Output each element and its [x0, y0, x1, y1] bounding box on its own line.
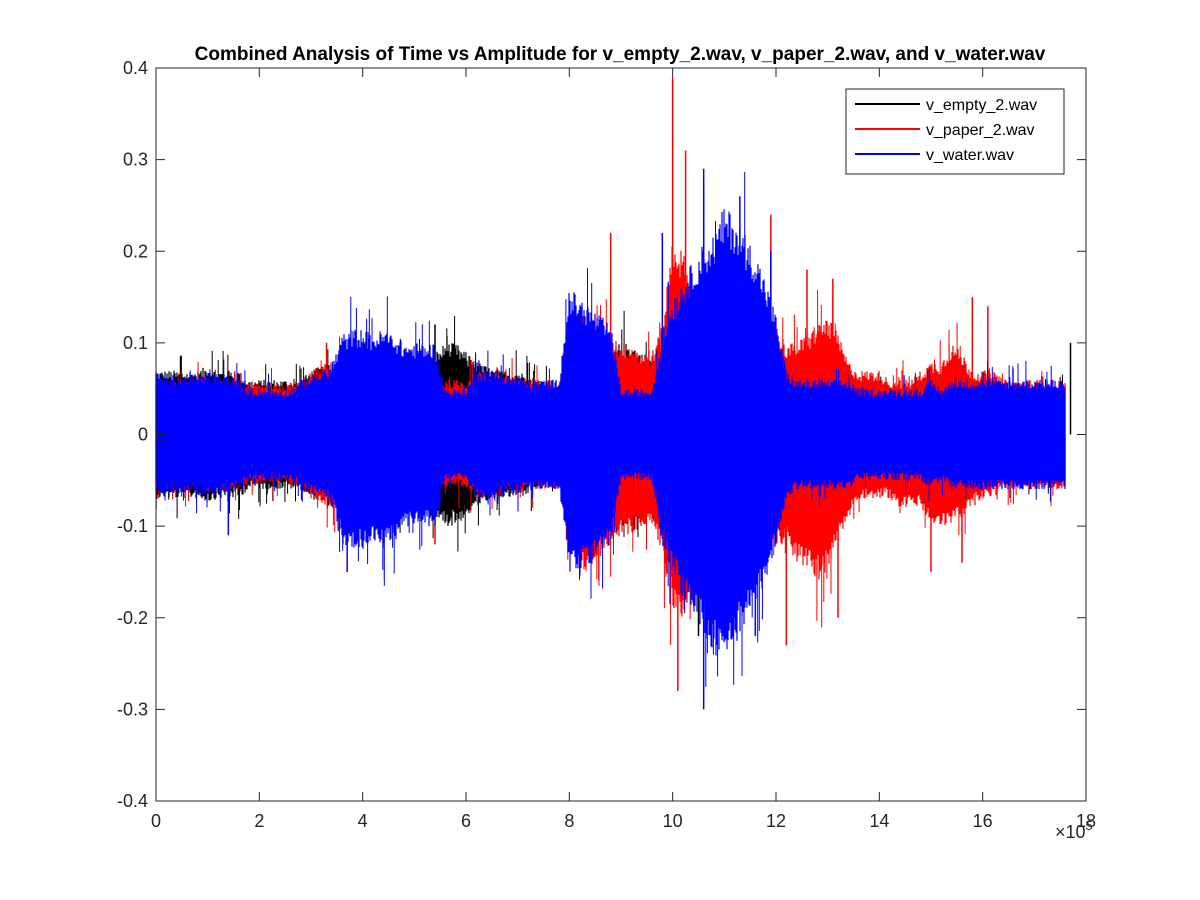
x-axis-exponent: ×105 [1055, 818, 1093, 842]
x-exponent-power: 5 [1086, 818, 1093, 833]
y-tick-label: 0.2 [123, 241, 148, 261]
legend-entry: v_paper_2.wav [855, 122, 1035, 139]
x-tick-label: 0 [151, 811, 161, 831]
series-layer [155, 77, 1072, 710]
series-v-water-wav [155, 168, 1066, 710]
x-axis-ticks: 0 2 4 6 8 10 12 14 16 18 [151, 68, 1096, 831]
legend-entry: v_water.wav [855, 147, 1014, 164]
y-tick-label: 0.1 [123, 333, 148, 353]
chart-title: Combined Analysis of Time vs Amplitude f… [195, 44, 1046, 65]
legend: v_empty_2.wav v_paper_2.wav v_water.wav [845, 88, 1065, 175]
legend-label: v_water.wav [926, 147, 1014, 164]
x-tick-label: 2 [254, 811, 264, 831]
y-tick-label: -0.4 [117, 791, 148, 811]
x-tick-label: 18 [1076, 811, 1096, 831]
y-tick-label: -0.1 [117, 516, 148, 536]
legend-entry: v_empty_2.wav [855, 97, 1037, 114]
x-tick-label: 16 [973, 811, 993, 831]
y-tick-label: -0.2 [117, 608, 148, 628]
legend-label: v_empty_2.wav [926, 97, 1037, 114]
svg-text:×105: ×105 [1055, 818, 1093, 842]
y-tick-label: 0.4 [123, 58, 148, 78]
x-tick-label: 12 [766, 811, 786, 831]
y-tick-label: 0 [138, 425, 148, 445]
y-tick-label: -0.3 [117, 699, 148, 719]
series-texture-spikes [164, 172, 1052, 687]
x-tick-label: 4 [358, 811, 368, 831]
x-tick-label: 14 [869, 811, 889, 831]
legend-label: v_paper_2.wav [926, 122, 1035, 139]
x-tick-label: 6 [461, 811, 471, 831]
y-tick-label: 0.3 [123, 150, 148, 170]
plot-area [155, 67, 1087, 802]
y-axis-ticks: -0.4 -0.3 -0.2 -0.1 0 0.1 0.2 0.3 0.4 [117, 58, 1086, 811]
x-exponent-base: ×10 [1055, 822, 1086, 842]
x-tick-label: 8 [564, 811, 574, 831]
x-tick-label: 10 [663, 811, 683, 831]
